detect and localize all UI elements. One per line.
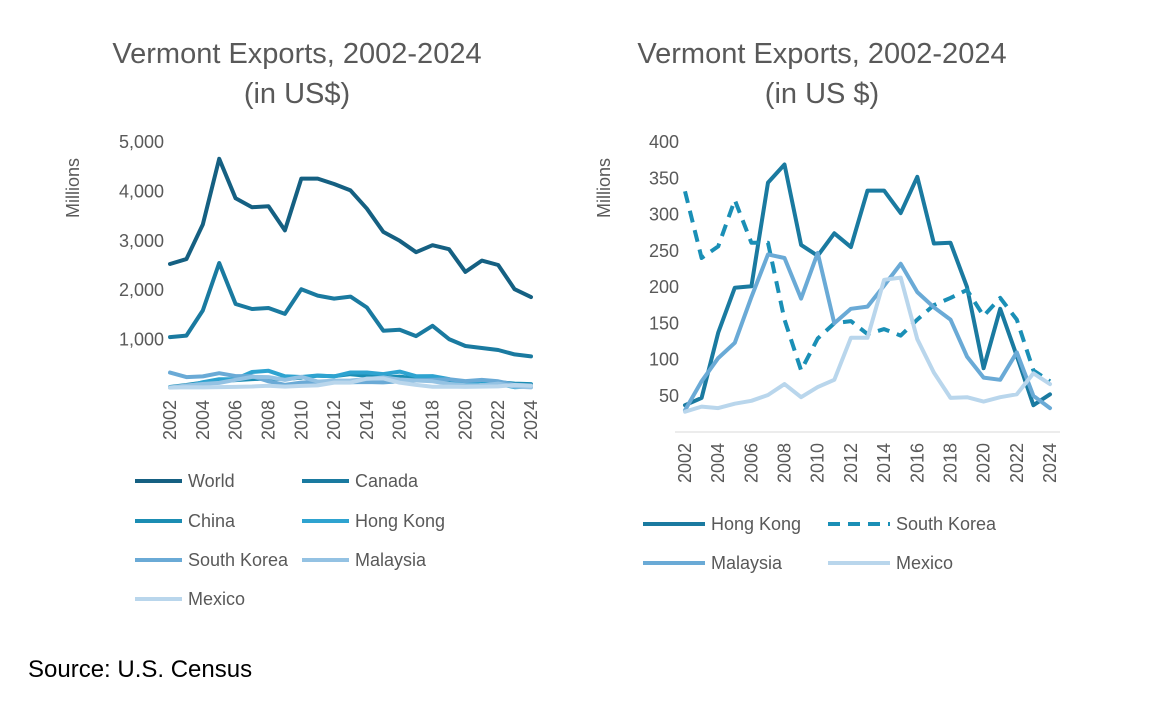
x-tick-label: 2022 [488, 400, 508, 440]
y-axis-title: Millions [594, 158, 614, 218]
y-tick-label: 200 [649, 277, 679, 297]
x-tick-label: 2002 [675, 443, 695, 483]
y-tick-label: 1,000 [119, 330, 164, 350]
x-tick-label: 2024 [521, 400, 541, 440]
left-line-chart: Vermont Exports, 2002-2024 (in US$) Millio… [63, 38, 541, 609]
x-tick-label: 2024 [1040, 443, 1060, 483]
legend-label-canada: Canada [355, 471, 419, 491]
y-tick-label: 5,000 [119, 132, 164, 152]
x-tick-label: 2008 [775, 443, 795, 483]
y-tick-label: 400 [649, 132, 679, 152]
chart-title: Vermont Exports, 2002-2024 [112, 38, 481, 70]
y-tick-label: 2,000 [119, 280, 164, 300]
chart-subtitle: (in US$) [244, 78, 350, 110]
y-axis-title: Millions [63, 158, 83, 218]
legend-label-mexico: Mexico [896, 553, 953, 573]
chart-title: Vermont Exports, 2002-2024 [637, 38, 1006, 70]
legend-label-south-korea: South Korea [896, 514, 997, 534]
right-line-chart: Vermont Exports, 2002-2024 (in US $) Milli… [594, 38, 1060, 573]
x-tick-label: 2016 [907, 443, 927, 483]
legend-label-malaysia: Malaysia [711, 553, 783, 573]
y-tick-label: 300 [649, 205, 679, 225]
x-tick-label: 2018 [940, 443, 960, 483]
x-tick-label: 2012 [841, 443, 861, 483]
legend-label-mexico: Mexico [188, 589, 245, 609]
x-tick-label: 2004 [708, 443, 728, 483]
x-tick-label: 2010 [291, 400, 311, 440]
x-tick-label: 2004 [193, 400, 213, 440]
series-line-world [168, 156, 533, 300]
legend-label-world: World [188, 471, 235, 491]
y-tick-label: 3,000 [119, 231, 164, 251]
series-line-mexico [168, 376, 533, 390]
x-tick-label: 2020 [455, 400, 475, 440]
x-tick-label: 2018 [423, 400, 443, 440]
source-note: Source: U.S. Census [28, 656, 253, 683]
x-tick-label: 2020 [974, 443, 994, 483]
legend-label-south-korea: South Korea [188, 550, 289, 570]
x-tick-label: 2012 [324, 400, 344, 440]
y-tick-label: 50 [659, 386, 679, 406]
x-tick-label: 2006 [226, 400, 246, 440]
x-tick-label: 2008 [258, 400, 278, 440]
x-tick-label: 2014 [874, 443, 894, 483]
y-tick-label: 350 [649, 168, 679, 188]
series-line-mexico [683, 275, 1052, 414]
y-tick-label: 4,000 [119, 181, 164, 201]
x-tick-label: 2016 [390, 400, 410, 440]
series-line-canada [168, 261, 533, 359]
legend-label-hong-kong: Hong Kong [711, 514, 801, 534]
legend-label-china: China [188, 511, 236, 531]
series-line-hong-kong [683, 162, 1052, 408]
x-tick-label: 2014 [357, 400, 377, 440]
x-tick-label: 2010 [808, 443, 828, 483]
legend-label-hong-kong: Hong Kong [355, 511, 445, 531]
y-tick-label: 150 [649, 313, 679, 333]
series-line-malaysia [683, 250, 1052, 413]
chart-subtitle: (in US $) [765, 78, 879, 110]
x-tick-label: 2006 [741, 443, 761, 483]
y-tick-label: 250 [649, 241, 679, 261]
x-tick-label: 2002 [160, 400, 180, 440]
x-tick-label: 2022 [1007, 443, 1027, 483]
legend-label-malaysia: Malaysia [355, 550, 427, 570]
y-tick-label: 100 [649, 350, 679, 370]
